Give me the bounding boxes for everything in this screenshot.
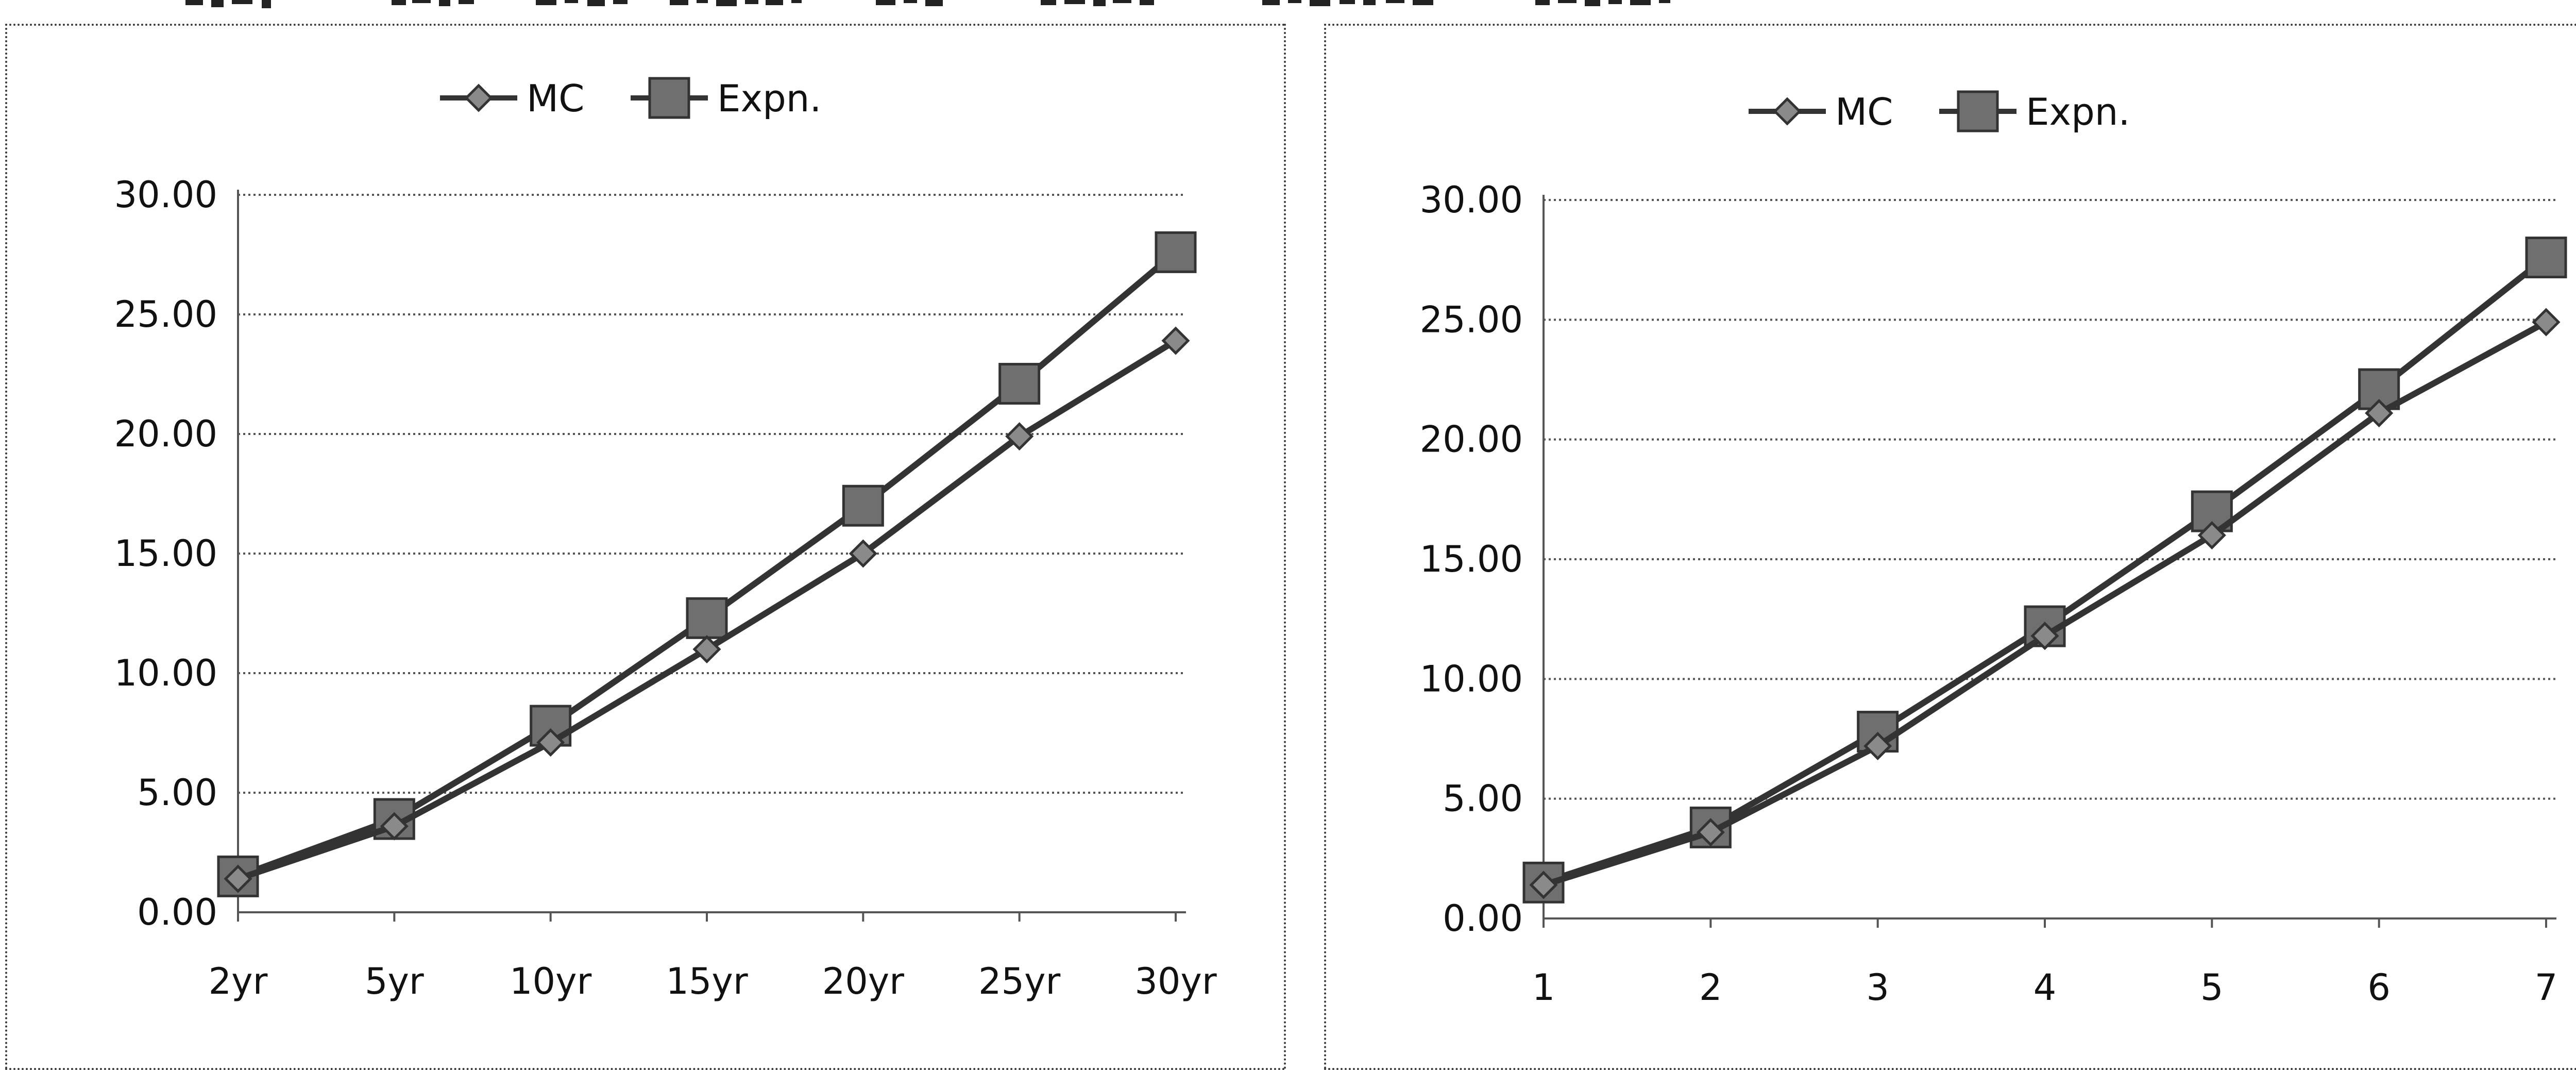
left-y-tick-label: 25.00 [114, 293, 217, 336]
chart-panel-left: 0.00 5.00 10.00 15.00 20.00 25.00 30.00 2yr 5yr 1… [5, 24, 1286, 1070]
right-series-mc-point [2030, 622, 2059, 650]
left-y-tick-label: 10.00 [114, 652, 217, 694]
right-y-tick-label: 25.00 [1420, 298, 1523, 341]
right-series-mc-point [2197, 521, 2226, 550]
right-series-mc [1529, 308, 2561, 899]
left-legend-expn-label: Expn. [717, 77, 821, 120]
right-series-mc-point [2365, 399, 2394, 428]
right-x-tick-label: 1 [1532, 966, 1555, 1009]
left-legend-mc-marker [464, 83, 493, 112]
left-legend-expn-marker [648, 77, 690, 119]
left-series-mc-point [536, 728, 565, 757]
left-y-tick-label: 15.00 [114, 532, 217, 575]
left-series-expn-point [842, 484, 884, 527]
chart-left: 0.00 5.00 10.00 15.00 20.00 25.00 30.00 2yr 5yr 1… [114, 77, 1217, 1002]
right-series-mc-point [1863, 731, 1892, 760]
right-legend-mc-marker [1773, 97, 1802, 126]
left-x-tick-label: 20yr [822, 960, 904, 1002]
right-series-mc-point [1529, 871, 1558, 899]
right-legend-expn-label: Expn. [2026, 90, 2130, 133]
left-series-expn [217, 231, 1197, 897]
right-series-mc-line [1543, 319, 2548, 888]
chart-right: 0.00 5.00 10.00 15.00 20.00 25.00 30.00 1 2 3 4 5 6 7… [1420, 90, 2567, 1009]
right-series-expn-point [2525, 237, 2567, 279]
left-x-tick-label: 2yr [209, 960, 268, 1002]
left-series-mc [224, 326, 1190, 893]
right-series-mc-point [2532, 308, 2561, 337]
left-series-mc-point [849, 539, 877, 568]
left-series-mc-point [1005, 422, 1034, 451]
left-legend: MC Expn. [440, 77, 821, 120]
left-series-mc-point [692, 635, 721, 664]
left-series-expn-point [1155, 231, 1197, 273]
left-legend-mc-label: MC [527, 77, 584, 120]
right-y-tick-label: 20.00 [1420, 419, 1523, 461]
right-x-tick-label: 5 [2200, 966, 2224, 1009]
right-series-expn-line [1543, 255, 2548, 885]
left-y-tick-label: 5.00 [137, 772, 217, 814]
right-y-tick-label: 0.00 [1443, 897, 1523, 940]
left-y-tick-label: 0.00 [137, 891, 217, 933]
right-x-tick-label: 2 [1699, 966, 1722, 1009]
chart-panel-right: 0.00 5.00 10.00 15.00 20.00 25.00 30.00 1 2 3 4 5 6 7… [1324, 24, 2576, 1070]
right-y-tick-label: 5.00 [1443, 778, 1523, 820]
right-legend-expn-marker [1957, 90, 1999, 132]
left-series-mc-point [224, 864, 252, 893]
right-legend: MC Expn. [1749, 90, 2130, 133]
left-y-tick-label: 30.00 [114, 174, 217, 216]
right-x-tick-label: 3 [1866, 966, 1889, 1009]
right-y-tick-label: 15.00 [1420, 538, 1523, 580]
left-x-tick-label: 30yr [1134, 960, 1216, 1002]
left-x-tick-label: 5yr [365, 960, 424, 1002]
right-x-tick-label: 6 [2367, 966, 2391, 1009]
left-x-tick-label: 10yr [510, 960, 591, 1002]
left-x-tick-label: 25yr [978, 960, 1060, 1002]
right-legend-mc-label: MC [1835, 90, 1893, 133]
left-series-expn-point [686, 597, 728, 639]
left-series-mc-point [380, 812, 409, 841]
cropped-caption-text [0, 0, 2576, 25]
right-x-tick-label: 7 [2535, 966, 2558, 1009]
left-series-expn-point [998, 363, 1041, 405]
left-x-tick-label: 15yr [666, 960, 748, 1002]
right-x-tick-label: 4 [2033, 966, 2057, 1009]
left-series-expn-line [236, 249, 1178, 880]
right-y-tick-label: 30.00 [1420, 179, 1523, 221]
right-series-expn [1522, 237, 2567, 904]
left-y-tick-label: 20.00 [114, 413, 217, 455]
right-y-tick-label: 10.00 [1420, 658, 1523, 700]
left-series-mc-point [1161, 326, 1190, 355]
right-series-mc-point [1696, 818, 1725, 847]
